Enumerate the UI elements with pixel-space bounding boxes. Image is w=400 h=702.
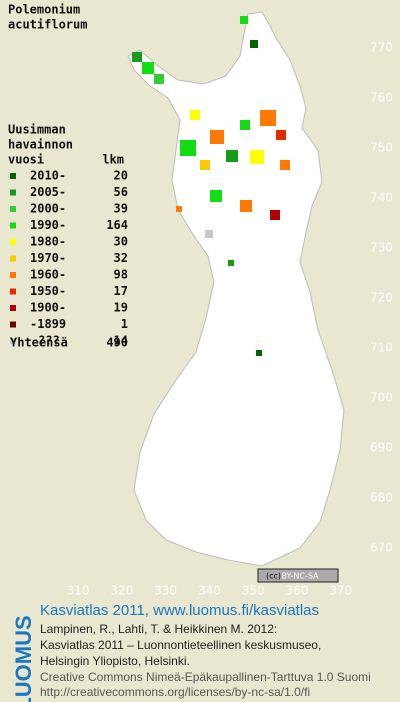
- legend-count-header: lkm: [102, 153, 124, 167]
- legend-label: 1960-: [30, 268, 66, 282]
- citation: Kasviatlas 2011 – Luonnontieteellinen ke…: [40, 638, 322, 652]
- legend-swatch: [10, 173, 16, 179]
- footer-heading: Kasviatlas 2011, www.luomus.fi/kasviatla…: [40, 602, 320, 619]
- cc-mark: (cc): [266, 572, 281, 581]
- title: acutiflorum: [8, 18, 87, 32]
- y-coordinate-label: 770: [370, 41, 393, 55]
- legend-count: 39: [114, 202, 128, 216]
- legend-label: 1950-: [30, 284, 66, 298]
- legend-label: 1900-: [30, 301, 66, 315]
- legend-swatch: [10, 272, 16, 278]
- legend-header: havainnon: [8, 138, 73, 152]
- legend-swatch: [10, 255, 16, 262]
- y-coordinate-label: 730: [370, 241, 393, 255]
- x-coordinate-label: 360: [286, 584, 309, 598]
- legend-count: 19: [114, 301, 128, 315]
- legend-label: 1990-: [30, 218, 66, 232]
- license: http://creativecommons.org/licenses/by-n…: [40, 685, 311, 699]
- legend-count: 32: [114, 251, 128, 265]
- legend-label: 2010-: [30, 169, 66, 183]
- legend-count: 56: [114, 185, 128, 199]
- cc-badge-text: BY-NC-SA: [281, 572, 319, 581]
- legend-swatch: [10, 189, 16, 196]
- x-coordinate-label: 370: [329, 584, 352, 598]
- legend-label: 1980-: [30, 235, 66, 249]
- y-coordinate-label: 740: [370, 191, 393, 205]
- y-coordinate-label: 670: [370, 541, 393, 555]
- legend-swatch: [10, 206, 16, 212]
- citation: Helsingin Yliopisto, Helsinki.: [40, 654, 190, 668]
- legend-swatch: [10, 288, 16, 295]
- x-coordinate-label: 350: [242, 584, 265, 598]
- total-label: Yhteensä: [10, 336, 68, 350]
- legend-label: ???: [38, 334, 60, 348]
- legend-label: 1970-: [30, 251, 66, 265]
- x-coordinate-label: 340: [198, 584, 221, 598]
- citation: Lampinen, R., Lahti, T. & Heikkinen M. 2…: [40, 622, 278, 636]
- finland-outline: [127, 11, 345, 567]
- legend-count: 1: [121, 317, 128, 331]
- observation-squares: [132, 16, 290, 356]
- y-coordinate-label: 750: [370, 141, 393, 155]
- y-coordinate-label: 680: [370, 491, 393, 505]
- x-coordinate-label: 310: [67, 584, 90, 598]
- legend-swatch: [10, 321, 16, 328]
- cc-badge: (cc) BY-NC-SA: [257, 568, 339, 583]
- legend-count: 14: [114, 334, 128, 348]
- x-coordinate-label: 330: [154, 584, 177, 598]
- x-coordinate-label: 320: [110, 584, 133, 598]
- legend-swatch: [10, 305, 16, 311]
- y-coordinate-label: 720: [370, 291, 393, 305]
- legend-count: 30: [114, 235, 128, 249]
- title: Polemonium: [8, 3, 80, 17]
- y-coordinate-label: 760: [370, 91, 393, 105]
- legend-count: 98: [114, 268, 128, 282]
- legend-label: 2005-: [30, 185, 66, 199]
- y-coordinate-label: 710: [370, 341, 393, 355]
- total-value: 490: [106, 336, 128, 350]
- legend-count: 17: [114, 284, 128, 298]
- legend-count: 164: [106, 218, 128, 232]
- legend-label: 2000-: [30, 202, 66, 216]
- legend-swatch: [10, 239, 16, 245]
- legend-count: 20: [114, 169, 128, 183]
- legend-header: Uusimman: [8, 123, 66, 137]
- legend-swatch: [10, 338, 16, 344]
- license: Creative Commons Nimeä-Epäkaupallinen-Ta…: [40, 670, 371, 684]
- logo: LUOMUS: [11, 615, 36, 702]
- legend-header: vuosi: [8, 153, 44, 167]
- y-coordinate-label: 690: [370, 441, 393, 455]
- legend-label: -1899: [30, 317, 66, 331]
- y-coordinate-label: 700: [370, 391, 393, 405]
- legend-swatch: [10, 222, 16, 229]
